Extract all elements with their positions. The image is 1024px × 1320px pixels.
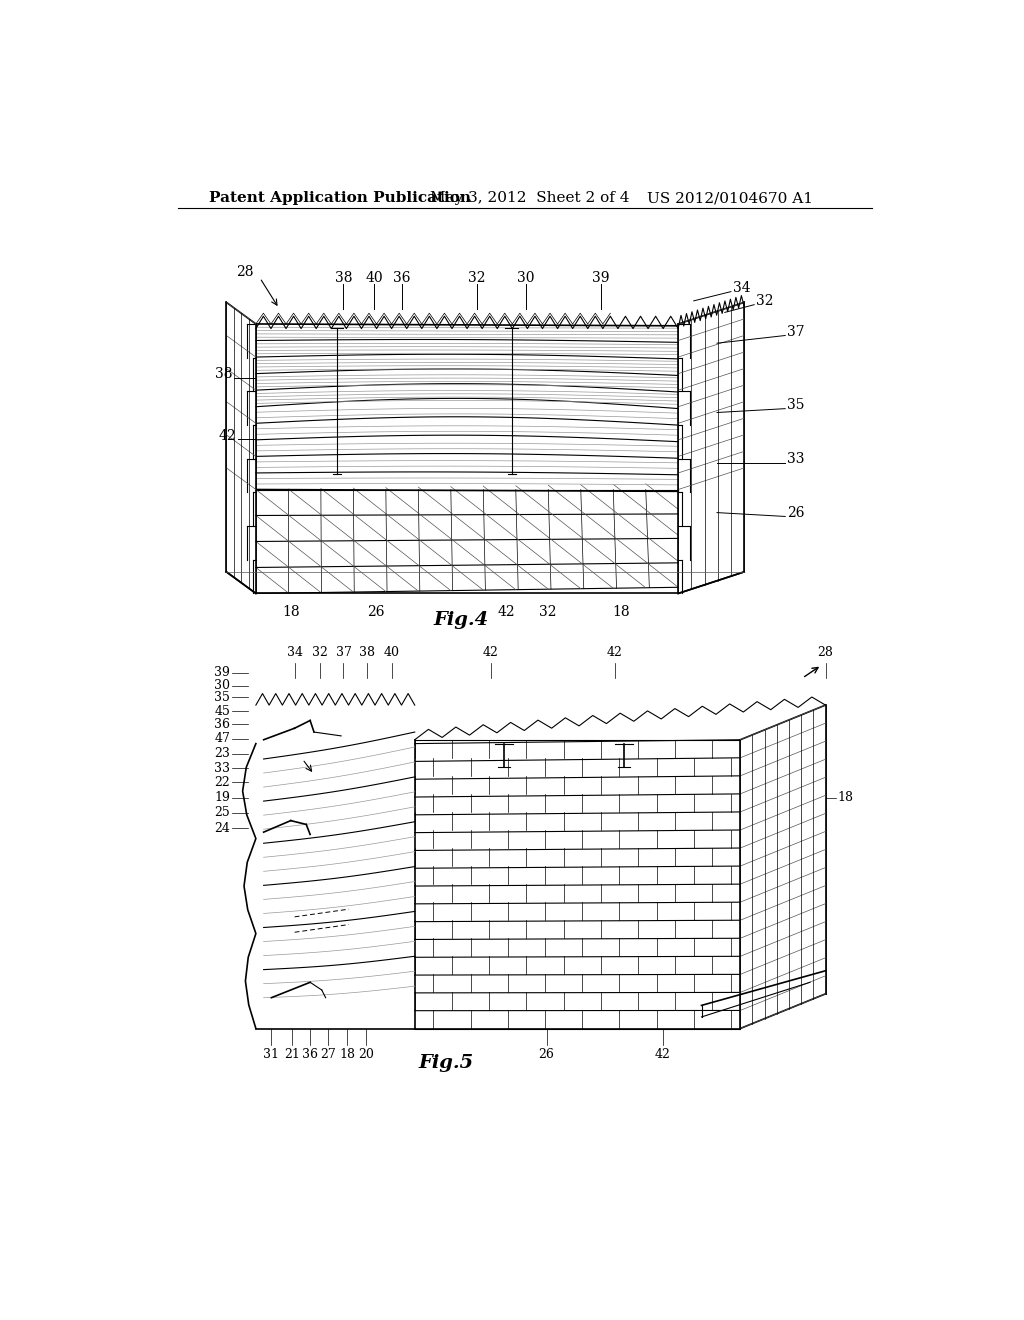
Text: 33: 33 <box>786 451 804 466</box>
Text: Fig.4: Fig.4 <box>433 611 488 630</box>
Text: 42: 42 <box>482 645 499 659</box>
Text: May 3, 2012  Sheet 2 of 4: May 3, 2012 Sheet 2 of 4 <box>430 191 630 206</box>
Text: 34: 34 <box>287 645 303 659</box>
Text: 31: 31 <box>263 1048 280 1061</box>
Text: 42: 42 <box>219 429 237 442</box>
Text: 33: 33 <box>214 762 230 775</box>
Text: 36: 36 <box>393 271 411 285</box>
Text: 47: 47 <box>214 733 230 746</box>
Text: Patent Application Publication: Patent Application Publication <box>209 191 471 206</box>
Text: 36: 36 <box>302 1048 318 1061</box>
Text: 37: 37 <box>336 645 351 659</box>
Text: 40: 40 <box>384 645 399 659</box>
Text: 35: 35 <box>214 690 230 704</box>
Text: 18: 18 <box>339 1048 355 1061</box>
Text: 18: 18 <box>838 791 853 804</box>
Text: 23: 23 <box>214 747 230 760</box>
Text: 37: 37 <box>786 325 805 339</box>
Text: 39: 39 <box>214 667 230 680</box>
Text: 18: 18 <box>282 605 300 619</box>
Text: 45: 45 <box>214 705 230 718</box>
Text: 25: 25 <box>215 807 230 820</box>
Text: 26: 26 <box>786 506 804 520</box>
Text: 42: 42 <box>498 605 515 619</box>
Text: 40: 40 <box>366 271 383 285</box>
Text: 19: 19 <box>214 791 230 804</box>
Text: 20: 20 <box>358 1048 374 1061</box>
Text: Fig.5: Fig.5 <box>418 1055 473 1072</box>
Text: 34: 34 <box>732 281 751 294</box>
Text: 39: 39 <box>592 271 609 285</box>
Text: 36: 36 <box>214 718 230 731</box>
Text: 35: 35 <box>786 397 804 412</box>
Text: 22: 22 <box>215 776 230 788</box>
Text: 24: 24 <box>214 822 230 834</box>
Text: 30: 30 <box>517 271 535 285</box>
Text: 32: 32 <box>756 294 773 308</box>
Text: 27: 27 <box>321 1048 336 1061</box>
Text: 30: 30 <box>214 680 230 693</box>
Text: 26: 26 <box>539 1048 554 1061</box>
Text: 38: 38 <box>358 645 375 659</box>
Text: 32: 32 <box>312 645 328 659</box>
Text: 32: 32 <box>468 271 485 285</box>
Text: 18: 18 <box>612 605 630 619</box>
Text: 38: 38 <box>215 367 232 381</box>
Text: 32: 32 <box>540 605 557 619</box>
Text: 26: 26 <box>368 605 385 619</box>
Text: 21: 21 <box>285 1048 300 1061</box>
Text: 28: 28 <box>817 645 834 659</box>
Text: 42: 42 <box>607 645 623 659</box>
Text: 38: 38 <box>335 271 352 285</box>
Text: 42: 42 <box>654 1048 671 1061</box>
Text: US 2012/0104670 A1: US 2012/0104670 A1 <box>647 191 813 206</box>
Text: 28: 28 <box>237 265 254 280</box>
